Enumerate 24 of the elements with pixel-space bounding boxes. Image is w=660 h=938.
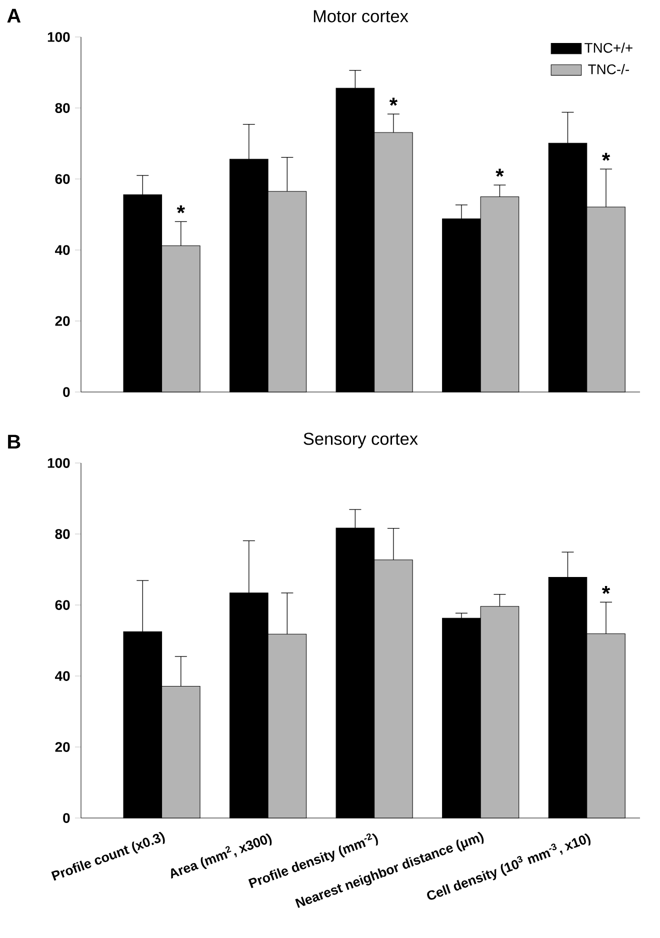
y-tick-label: 20 [55,316,70,326]
y-tick-label: 0 [63,387,70,397]
annotation: * [602,152,610,161]
annotation: * [602,586,610,594]
text: B [8,434,20,449]
legend-label: TNC-/- [588,64,629,74]
x-tick-label: Profile count (x0.3) [51,832,165,881]
annotation: * [176,205,186,214]
y-tick-label: 40 [55,671,70,681]
chart-title: Motor cortex [314,10,408,22]
y-tick-label: 100 [48,458,70,468]
y-tick-label: 40 [55,245,70,255]
annotation: * [389,98,398,106]
chart-title: Sensory cortex [304,432,418,448]
y-tick-label: 100 [48,32,70,42]
text: A [7,8,21,23]
y-tick-label: 80 [55,103,70,113]
y-tick-label: 60 [55,600,70,610]
annotation: * [496,168,504,177]
legend-label: TNC+/+ [584,42,632,53]
y-tick-label: 0 [63,813,70,823]
y-tick-label: 80 [55,529,70,539]
y-tick-label: 20 [55,742,70,752]
y-tick-label: 60 [55,174,70,184]
